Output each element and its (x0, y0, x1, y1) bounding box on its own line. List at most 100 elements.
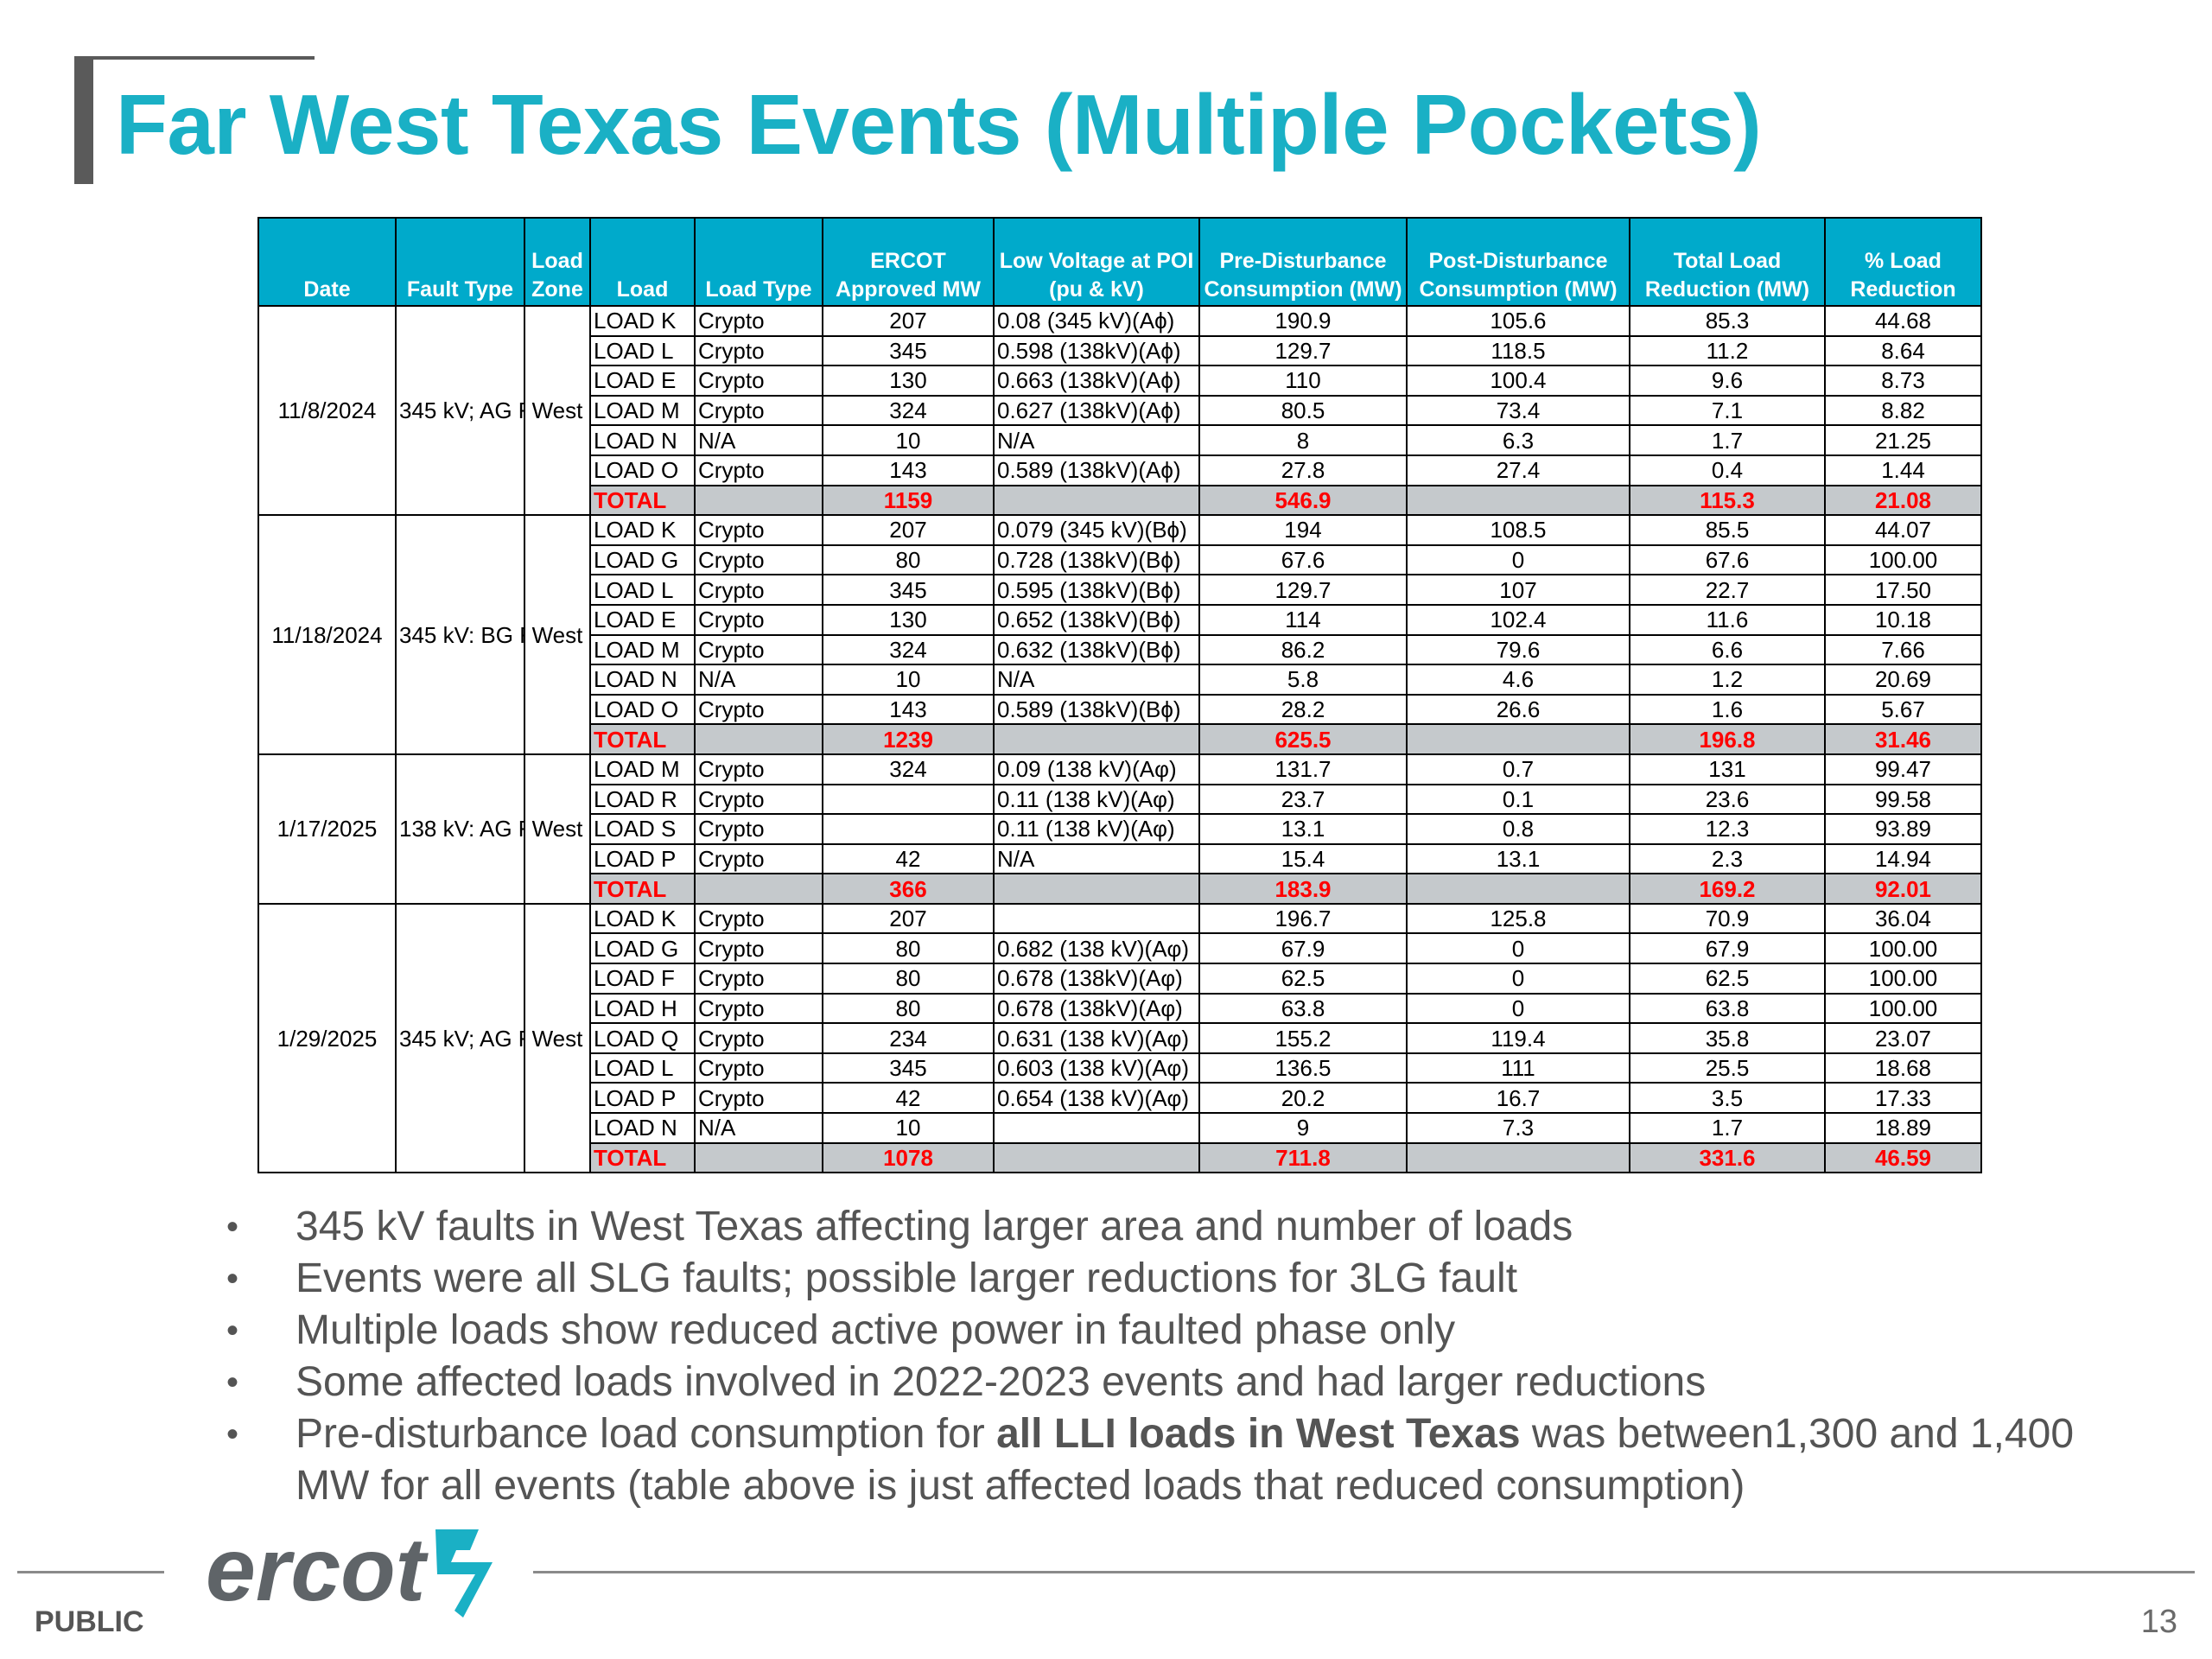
column-header: ERCOT Approved MW (822, 217, 995, 307)
pre-consumption-cell: 8 (1198, 424, 1408, 456)
reduction-cell: 131 (1629, 753, 1826, 785)
post-consumption-cell: 0.1 (1406, 783, 1630, 816)
bullet-item: 345 kV faults in West Texas affecting la… (216, 1201, 2100, 1253)
approved-mw-cell: 324 (822, 753, 995, 785)
title-accent-rule (74, 56, 315, 60)
load-type-cell: Crypto (694, 1052, 823, 1084)
load-cell: LOAD E (589, 365, 696, 397)
post-consumption-cell: 0 (1406, 992, 1630, 1025)
post-consumption-cell: 0.7 (1406, 753, 1630, 785)
post-consumption-cell: 0 (1406, 963, 1630, 995)
load-type-cell: Crypto (694, 753, 823, 785)
post-consumption-cell: 7.3 (1406, 1112, 1630, 1144)
event-date-cell: 1/29/2025 (257, 902, 397, 1174)
pct-reduction-cell: 10.18 (1824, 603, 1982, 636)
load-type-cell: N/A (694, 664, 823, 696)
title-accent-bar (74, 56, 93, 184)
pct-reduction-cell: 100.00 (1824, 963, 1982, 995)
load-cell: LOAD N (589, 1112, 696, 1144)
pct-reduction-cell: 100.00 (1824, 543, 1982, 576)
pre-consumption-cell: 86.2 (1198, 633, 1408, 666)
low-voltage-cell: 0.632 (138kV)(Bϕ) (993, 633, 1200, 666)
pre-consumption-cell: 190.9 (1198, 305, 1408, 337)
load-cell: LOAD K (589, 902, 696, 935)
reduction-cell: 6.6 (1629, 633, 1826, 666)
post-consumption-cell: 108.5 (1406, 514, 1630, 546)
table-row: LOAD P Crypto 42 N/A 15.4 13.1 2.3 14.94 (258, 842, 1982, 875)
load-cell: LOAD N (589, 664, 696, 696)
approved-mw-cell: 207 (822, 514, 995, 546)
table-row: LOAD M Crypto 324 0.632 (138kV)(Bϕ) 86.2 79.6… (258, 633, 1982, 666)
pre-consumption-cell: 5.8 (1198, 664, 1408, 696)
pct-reduction-cell: 44.07 (1824, 514, 1982, 546)
total-empty-cell (1406, 1141, 1630, 1174)
approved-mw-cell: 207 (822, 305, 995, 337)
reduction-cell: 12.3 (1629, 813, 1826, 845)
low-voltage-cell: N/A (993, 664, 1200, 696)
low-voltage-cell (993, 1112, 1200, 1144)
total-row: TOTAL 366 183.9 169.2 92.01 (258, 873, 1982, 905)
reduction-cell: 9.6 (1629, 365, 1826, 397)
approved-mw-cell: 80 (822, 543, 995, 576)
load-cell: LOAD M (589, 633, 696, 666)
reduction-cell: 11.2 (1629, 334, 1826, 367)
table-row: LOAD O Crypto 143 0.589 (138kV)(Bϕ) 28.2 26.6… (258, 693, 1982, 726)
pct-reduction-cell: 14.94 (1824, 842, 1982, 875)
load-cell: LOAD S (589, 813, 696, 845)
bullet-item: Some affected loads involved in 2022-202… (216, 1357, 2100, 1408)
post-consumption-cell: 79.6 (1406, 633, 1630, 666)
pct-reduction-cell: 8.82 (1824, 394, 1982, 427)
total-empty-cell (993, 873, 1200, 905)
bullet-text: Pre-disturbance load consumption for (296, 1411, 997, 1457)
load-cell: LOAD L (589, 334, 696, 367)
column-header: % Load Reduction (1824, 217, 1982, 307)
load-cell: LOAD O (589, 693, 696, 726)
pre-consumption-cell: 80.5 (1198, 394, 1408, 427)
low-voltage-cell: N/A (993, 424, 1200, 456)
load-type-cell: Crypto (694, 365, 823, 397)
low-voltage-cell: 0.11 (138 kV)(Aφ) (993, 813, 1200, 845)
load-type-cell: Crypto (694, 902, 823, 935)
low-voltage-cell: 0.631 (138 kV)(Aφ) (993, 1022, 1200, 1054)
pct-reduction-cell: 20.69 (1824, 664, 1982, 696)
bullet-item: Events were all SLG faults; possible lar… (216, 1253, 2100, 1305)
table-row: LOAD G Crypto 80 0.682 (138 kV)(Aφ) 67.9 0 67.… (258, 932, 1982, 965)
load-type-cell: Crypto (694, 574, 823, 606)
load-type-cell: Crypto (694, 1082, 823, 1115)
column-header: Total Load Reduction (MW) (1629, 217, 1826, 307)
bullet-text: Events were all SLG faults; possible lar… (296, 1255, 1518, 1301)
low-voltage-cell: 0.652 (138kV)(Bϕ) (993, 603, 1200, 636)
fault-type-cell: 345 kV; AG Fault; 4 cycle clear (395, 902, 525, 1174)
pre-consumption-cell: 110 (1198, 365, 1408, 397)
column-header: Load Type (694, 217, 823, 307)
pct-reduction-cell: 1.44 (1824, 454, 1982, 486)
post-consumption-cell: 26.6 (1406, 693, 1630, 726)
reduction-cell: 63.8 (1629, 992, 1826, 1025)
pct-reduction-cell: 99.47 (1824, 753, 1982, 785)
table-row: LOAD Q Crypto 234 0.631 (138 kV)(Aφ) 155.2 11… (258, 1022, 1982, 1054)
table-row: LOAD N N/A 10 9 7.3 1.7 18.89 (258, 1112, 1982, 1144)
event-date-cell: 11/8/2024 (257, 304, 397, 517)
approved-mw-cell: 10 (822, 1112, 995, 1144)
load-cell: LOAD M (589, 394, 696, 427)
load-cell: LOAD P (589, 842, 696, 875)
pct-reduction-cell: 44.68 (1824, 305, 1982, 337)
pre-consumption-cell: 9 (1198, 1112, 1408, 1144)
load-cell: LOAD H (589, 992, 696, 1025)
pre-consumption-cell: 28.2 (1198, 693, 1408, 726)
page-number: 13 (2140, 1604, 2177, 1640)
total-pct-reduction: 92.01 (1824, 873, 1982, 905)
reduction-cell: 85.5 (1629, 514, 1826, 546)
pct-reduction-cell: 100.00 (1824, 992, 1982, 1025)
pct-reduction-cell: 93.89 (1824, 813, 1982, 845)
total-empty-cell (694, 723, 823, 755)
load-type-cell: Crypto (694, 305, 823, 337)
total-approved-mw: 366 (822, 873, 995, 905)
low-voltage-cell (993, 902, 1200, 935)
load-type-cell: Crypto (694, 454, 823, 486)
bullet-list: 345 kV faults in West Texas affecting la… (216, 1201, 2100, 1512)
load-type-cell: Crypto (694, 963, 823, 995)
total-empty-cell (993, 1141, 1200, 1174)
post-consumption-cell: 125.8 (1406, 902, 1630, 935)
